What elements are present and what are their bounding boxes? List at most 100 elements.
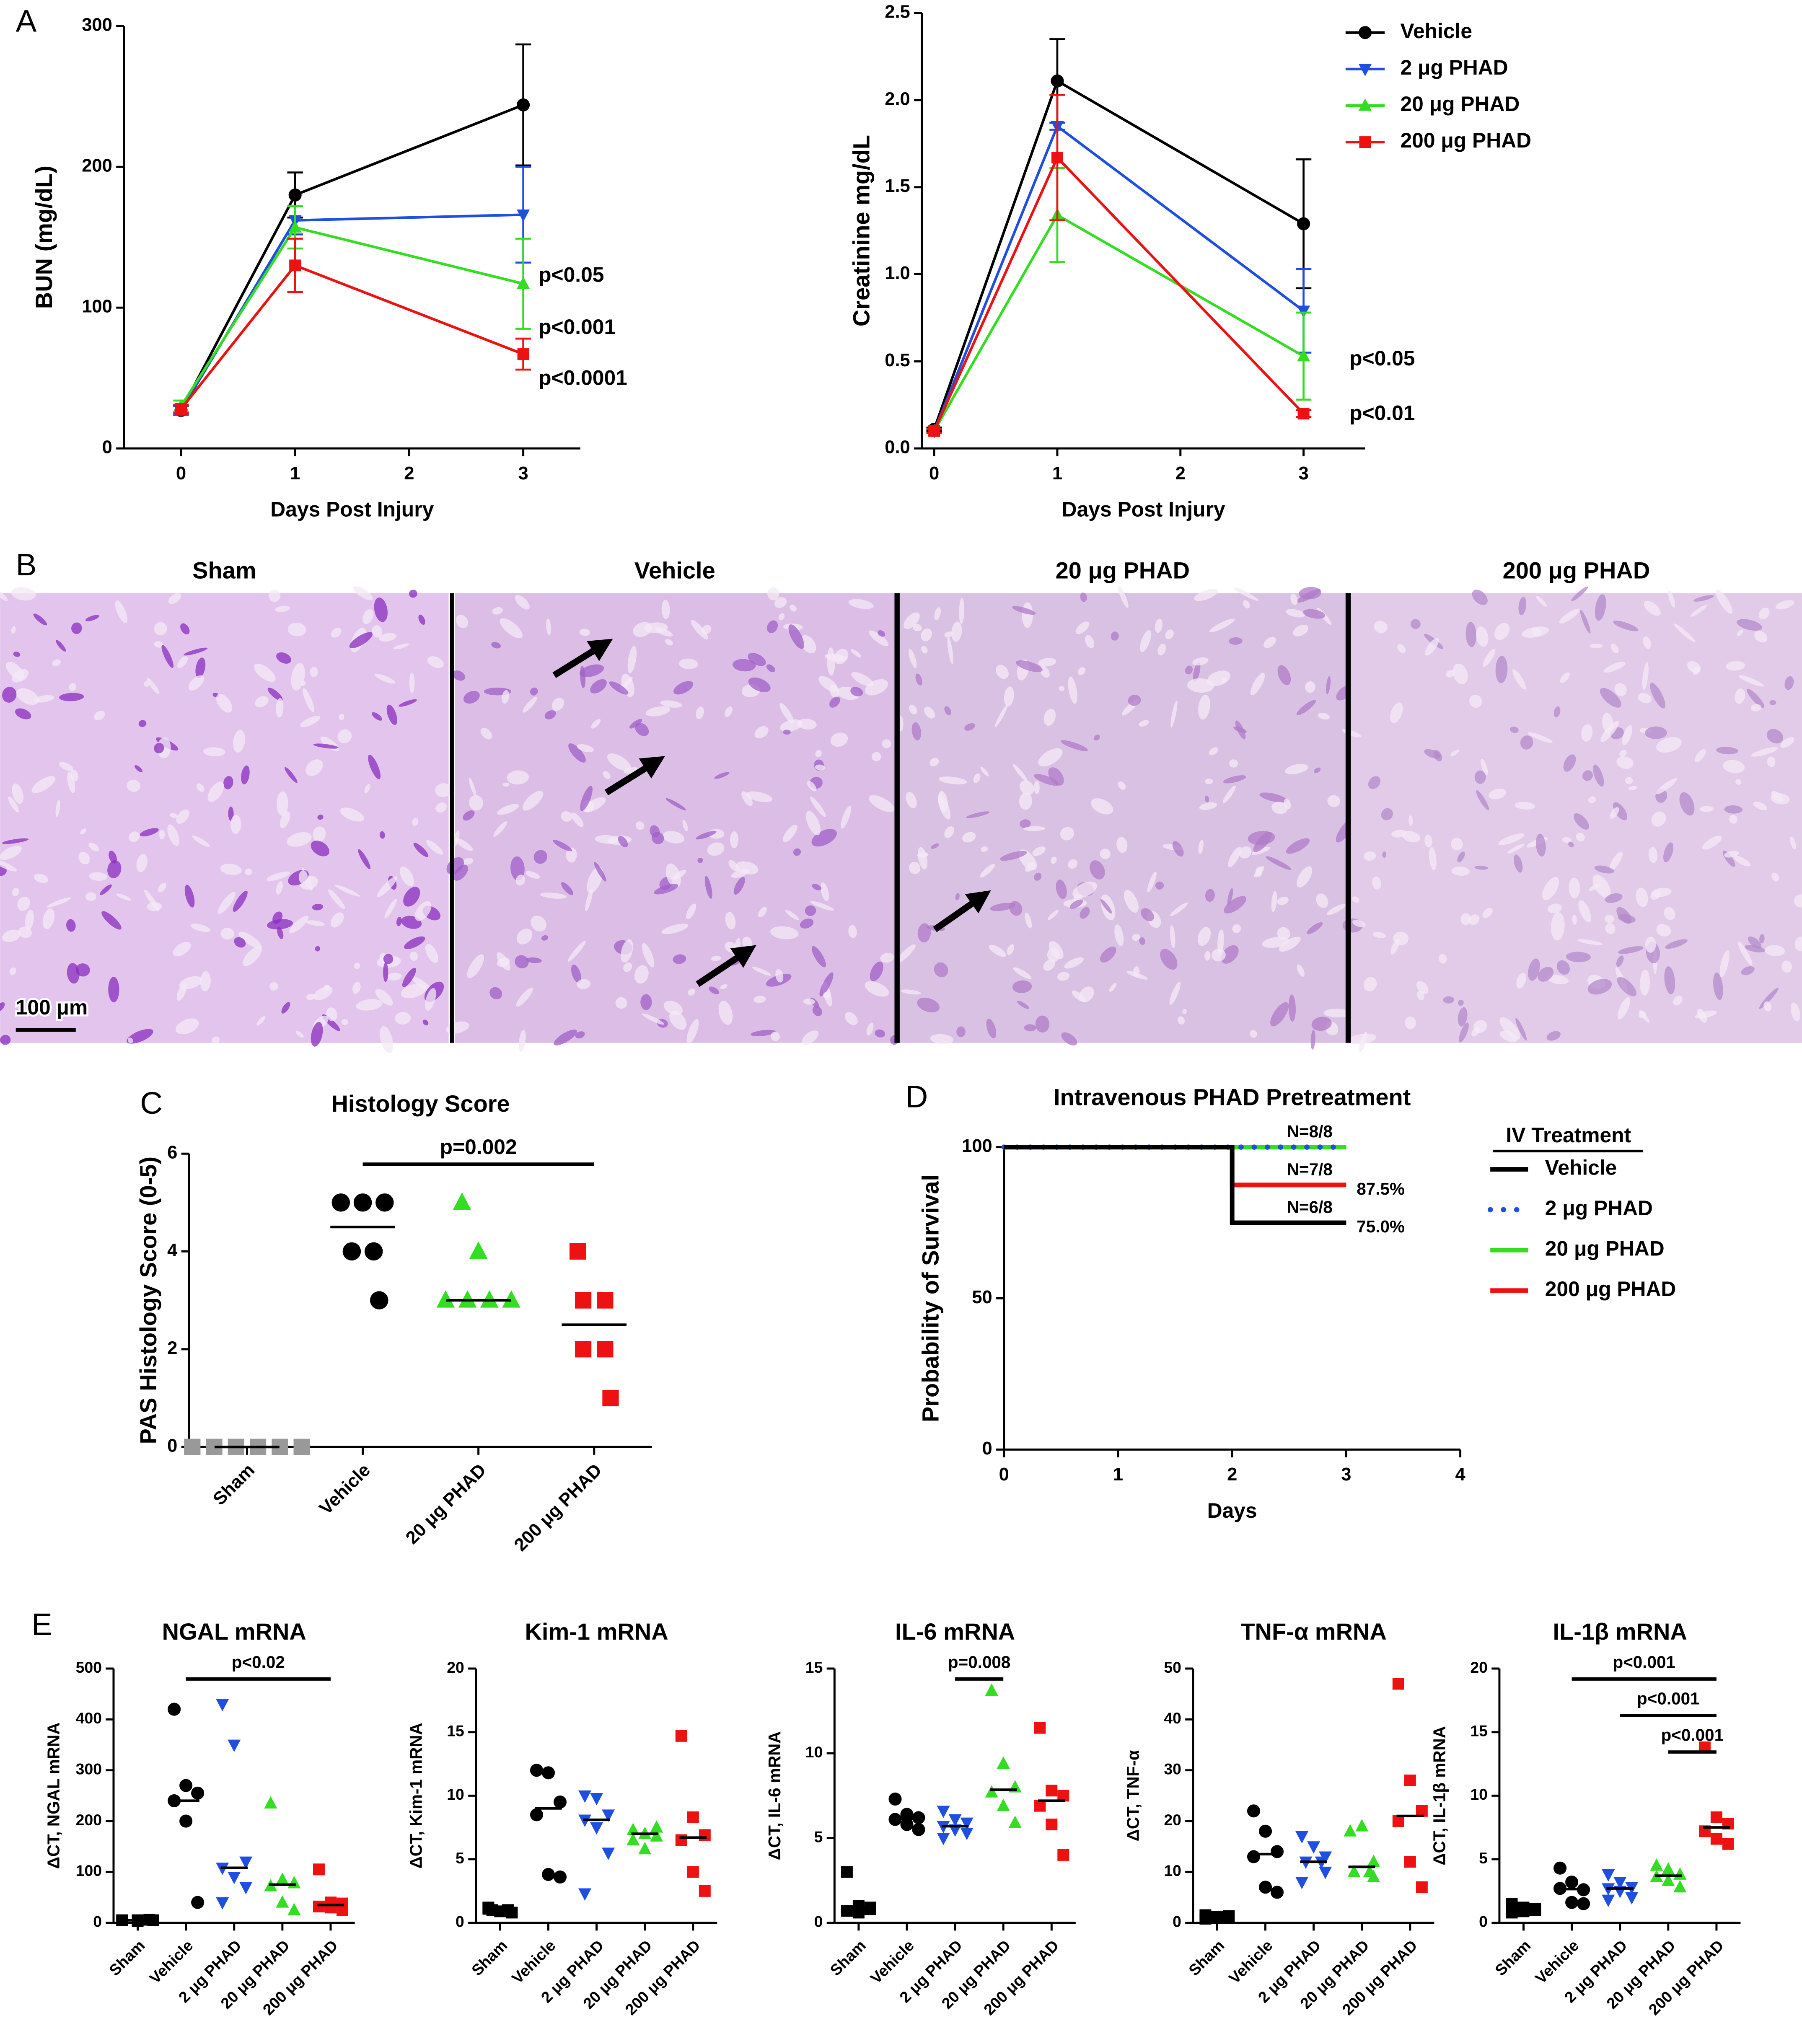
tissue-texture <box>1233 587 1259 601</box>
tissue-texture <box>1271 802 1288 814</box>
tissue-texture <box>1034 872 1042 881</box>
point <box>541 1766 555 1780</box>
tissue-texture <box>1160 949 1178 970</box>
tissue-texture <box>1352 920 1365 927</box>
tissue-texture <box>1699 806 1714 812</box>
tissue-texture <box>1348 1033 1376 1045</box>
point <box>179 1814 193 1828</box>
point <box>1057 1849 1069 1861</box>
tissue-texture <box>326 1007 337 1022</box>
point <box>342 1242 361 1261</box>
tissue-texture <box>579 629 590 636</box>
point <box>293 1439 310 1455</box>
tissue-texture <box>404 936 425 950</box>
tissue-texture <box>635 722 649 736</box>
tissue-texture <box>1733 855 1751 867</box>
tissue-texture <box>1651 811 1666 827</box>
panel-label: E <box>31 1607 52 1642</box>
tissue-texture <box>1235 720 1246 740</box>
tissue-texture <box>254 663 276 682</box>
tissue-texture <box>996 665 1009 679</box>
tissue-texture <box>223 776 233 789</box>
point <box>1247 1850 1261 1863</box>
point <box>985 1785 998 1798</box>
y-tick-label: 15 <box>447 1722 464 1740</box>
tissue-texture <box>1402 831 1421 843</box>
tissue-texture <box>1368 776 1381 789</box>
y-tick-label: 10 <box>805 1743 823 1761</box>
tissue-texture <box>1450 749 1459 756</box>
tissue-texture <box>1277 897 1289 905</box>
tissue-texture <box>530 687 538 696</box>
tissue-texture <box>1767 756 1776 767</box>
tissue-texture <box>276 652 292 664</box>
tissue-texture <box>33 613 47 626</box>
y-tick-label: 2.0 <box>885 89 910 109</box>
point <box>937 1833 950 1845</box>
y-tick-label: 0 <box>167 1436 177 1456</box>
point <box>216 1699 229 1712</box>
tissue-texture <box>59 762 74 771</box>
tissue-texture <box>330 912 344 928</box>
tissue-texture <box>526 957 542 963</box>
y-tick-label: 20 <box>1164 1811 1181 1829</box>
tissue-texture <box>1109 983 1117 992</box>
tissue-texture <box>1284 798 1291 809</box>
scale-label: 100 μm <box>16 996 88 1019</box>
tissue-texture <box>1794 937 1802 951</box>
tissue-texture <box>184 647 208 656</box>
series-line <box>180 226 524 407</box>
tissue-texture <box>238 931 262 949</box>
tissue-texture <box>100 884 112 895</box>
point <box>353 1193 372 1212</box>
tissue-texture <box>678 658 698 669</box>
tissue-texture <box>583 797 606 812</box>
tissue-texture <box>256 1016 266 1026</box>
tissue-texture <box>1038 748 1063 767</box>
tissue-texture <box>654 884 678 895</box>
y-tick-label: 15 <box>805 1658 823 1676</box>
point <box>228 1872 241 1884</box>
tissue-texture <box>1457 851 1465 863</box>
tissue-texture <box>497 804 519 815</box>
tissue-texture <box>463 691 480 704</box>
tissue-texture <box>1363 977 1377 991</box>
tissue-texture <box>783 730 791 735</box>
tissue-texture <box>1663 842 1674 862</box>
x-tick-label: Sham <box>1491 1936 1534 1979</box>
tissue-texture <box>1207 670 1231 686</box>
tissue-texture <box>1318 713 1330 720</box>
legend-marker <box>1359 136 1371 148</box>
x-tick-label: 4 <box>1455 1464 1465 1485</box>
x-tick-label: 0 <box>929 463 939 484</box>
point <box>948 1814 962 1827</box>
tissue-texture <box>1522 626 1549 638</box>
tissue-texture <box>1763 1001 1772 1012</box>
histology-image <box>455 593 895 1043</box>
point <box>517 348 529 360</box>
tissue-texture <box>1609 851 1623 871</box>
tissue-texture <box>1243 600 1250 609</box>
tissue-texture <box>909 704 917 714</box>
tissue-texture <box>1759 934 1765 944</box>
tissue-texture <box>127 779 141 792</box>
point <box>997 1756 1010 1769</box>
y-axis-label: ΔCT, IL-1β mRNA <box>1430 1726 1449 1865</box>
tissue-texture <box>379 633 397 642</box>
tissue-texture <box>269 590 281 602</box>
tissue-texture <box>1221 945 1239 964</box>
tissue-texture <box>1588 796 1596 803</box>
y-tick-label: 5 <box>1479 1849 1488 1867</box>
tissue-texture <box>1155 881 1164 890</box>
tissue-texture <box>1314 767 1321 773</box>
point <box>575 1292 592 1309</box>
tissue-texture <box>1713 972 1723 1000</box>
tissue-texture <box>805 905 816 916</box>
y-tick-label: 100 <box>962 1136 992 1156</box>
tissue-texture <box>697 858 703 863</box>
tissue-texture <box>1198 694 1210 720</box>
tissue-texture <box>277 791 288 816</box>
tissue-texture <box>1578 900 1591 923</box>
y-tick-label: 50 <box>972 1287 992 1307</box>
